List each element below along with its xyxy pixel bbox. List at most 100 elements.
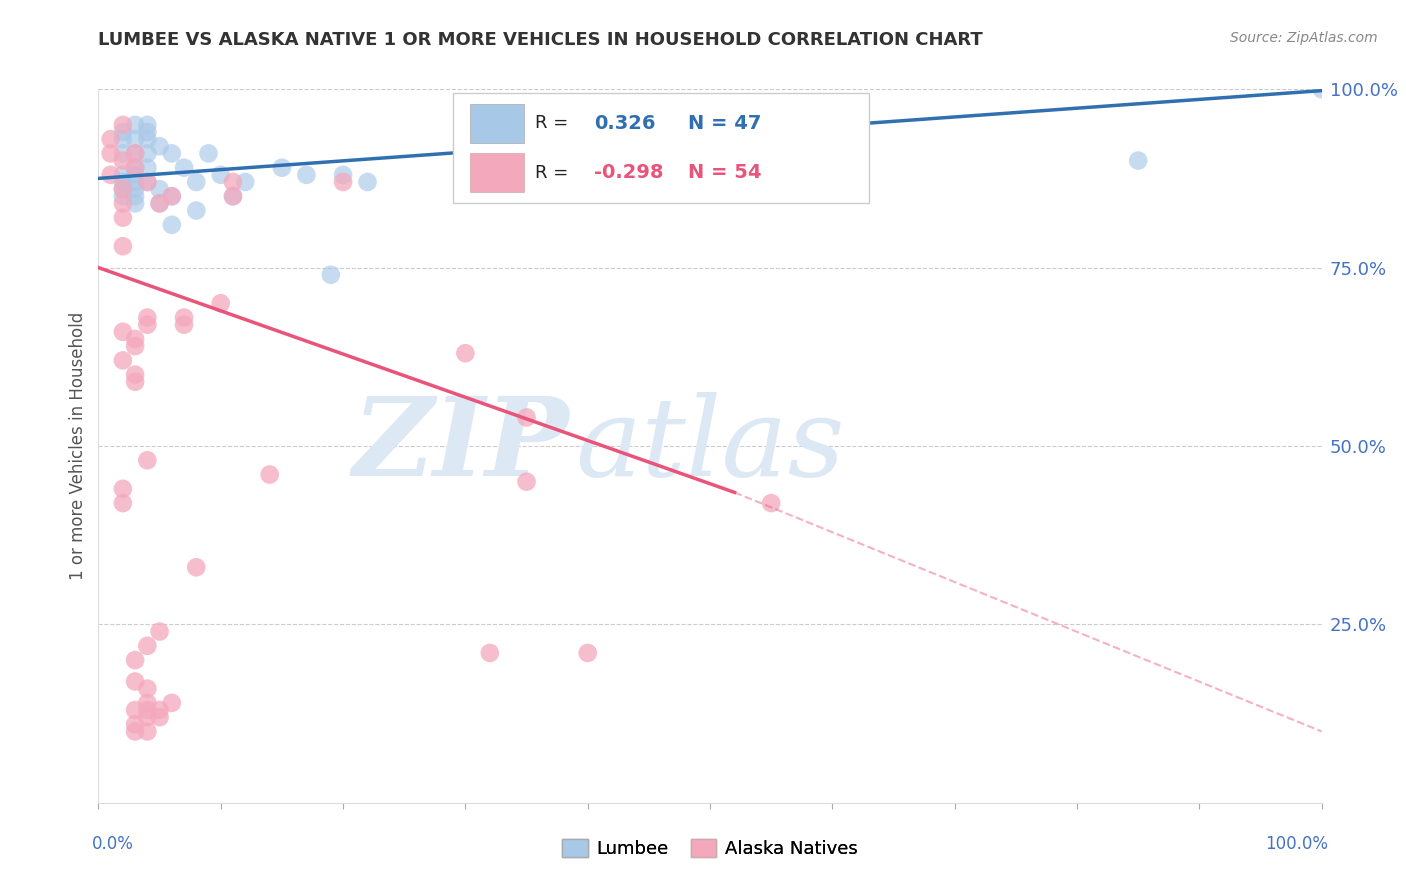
Text: atlas: atlas xyxy=(575,392,845,500)
Text: ZIP: ZIP xyxy=(353,392,569,500)
Point xyxy=(136,318,159,332)
Point xyxy=(111,175,134,189)
Point xyxy=(100,146,122,161)
Point xyxy=(111,182,134,196)
Text: R =: R = xyxy=(536,114,574,132)
Point xyxy=(136,118,159,132)
Point xyxy=(136,681,159,696)
Point xyxy=(160,189,183,203)
Point xyxy=(124,118,146,132)
Point xyxy=(515,410,537,425)
Point xyxy=(111,125,134,139)
Point xyxy=(124,332,146,346)
Point xyxy=(319,268,342,282)
Point xyxy=(478,646,501,660)
Point xyxy=(124,703,146,717)
Point xyxy=(124,674,146,689)
FancyBboxPatch shape xyxy=(470,153,524,192)
Point xyxy=(149,710,172,724)
Point xyxy=(149,703,172,717)
Point xyxy=(160,146,183,161)
Point xyxy=(515,132,537,146)
Point xyxy=(1310,82,1333,96)
Point xyxy=(124,132,146,146)
Text: 0.0%: 0.0% xyxy=(93,835,134,853)
FancyBboxPatch shape xyxy=(453,93,869,203)
Point xyxy=(136,453,159,467)
Point xyxy=(160,189,183,203)
Point xyxy=(111,211,134,225)
Point xyxy=(149,196,172,211)
Point xyxy=(136,175,159,189)
Point xyxy=(332,168,354,182)
Point xyxy=(111,239,134,253)
Point xyxy=(186,560,208,574)
Point xyxy=(136,125,159,139)
Point xyxy=(100,168,122,182)
Point xyxy=(124,182,146,196)
Point xyxy=(136,710,159,724)
Point xyxy=(1128,153,1150,168)
Point xyxy=(136,310,159,325)
Point xyxy=(637,168,661,182)
Point xyxy=(124,339,146,353)
Point xyxy=(173,161,195,175)
Point xyxy=(173,318,195,332)
Point xyxy=(149,196,172,211)
Point xyxy=(124,161,146,175)
FancyBboxPatch shape xyxy=(470,104,524,143)
Point xyxy=(111,168,134,182)
Point xyxy=(136,703,159,717)
Point xyxy=(270,161,294,175)
Point xyxy=(136,132,159,146)
Point xyxy=(332,175,354,189)
Point xyxy=(222,189,245,203)
Point xyxy=(124,724,146,739)
Point xyxy=(160,218,183,232)
Text: N = 54: N = 54 xyxy=(688,163,762,182)
Point xyxy=(197,146,219,161)
Point xyxy=(761,496,783,510)
Point xyxy=(136,175,159,189)
Point xyxy=(111,482,134,496)
Legend: Lumbee, Alaska Natives: Lumbee, Alaska Natives xyxy=(555,831,865,865)
Point xyxy=(111,189,134,203)
Point xyxy=(124,717,146,731)
Text: Source: ZipAtlas.com: Source: ZipAtlas.com xyxy=(1230,31,1378,45)
Point xyxy=(124,375,146,389)
Point xyxy=(136,161,159,175)
Point xyxy=(454,346,477,360)
Point xyxy=(124,368,146,382)
Point xyxy=(136,696,159,710)
Point xyxy=(124,175,146,189)
Point xyxy=(259,467,281,482)
Text: 0.326: 0.326 xyxy=(593,114,655,133)
Point xyxy=(160,696,183,710)
Point xyxy=(136,724,159,739)
Point xyxy=(515,475,537,489)
Point xyxy=(124,653,146,667)
Point xyxy=(111,182,134,196)
Point xyxy=(222,175,245,189)
Point xyxy=(136,146,159,161)
Text: -0.298: -0.298 xyxy=(593,163,664,182)
Point xyxy=(136,639,159,653)
Point xyxy=(209,296,232,310)
Point xyxy=(124,196,146,211)
Text: R =: R = xyxy=(536,164,574,182)
Point xyxy=(233,175,256,189)
Point xyxy=(111,325,134,339)
Point xyxy=(149,624,172,639)
Point xyxy=(222,189,245,203)
Point xyxy=(173,310,195,325)
Point xyxy=(149,182,172,196)
Point xyxy=(454,161,477,175)
Point xyxy=(149,139,172,153)
Point xyxy=(111,132,134,146)
Point xyxy=(111,196,134,211)
Point xyxy=(100,132,122,146)
Y-axis label: 1 or more Vehicles in Household: 1 or more Vehicles in Household xyxy=(69,312,87,580)
Point xyxy=(124,161,146,175)
Point xyxy=(124,146,146,161)
Point xyxy=(111,146,134,161)
